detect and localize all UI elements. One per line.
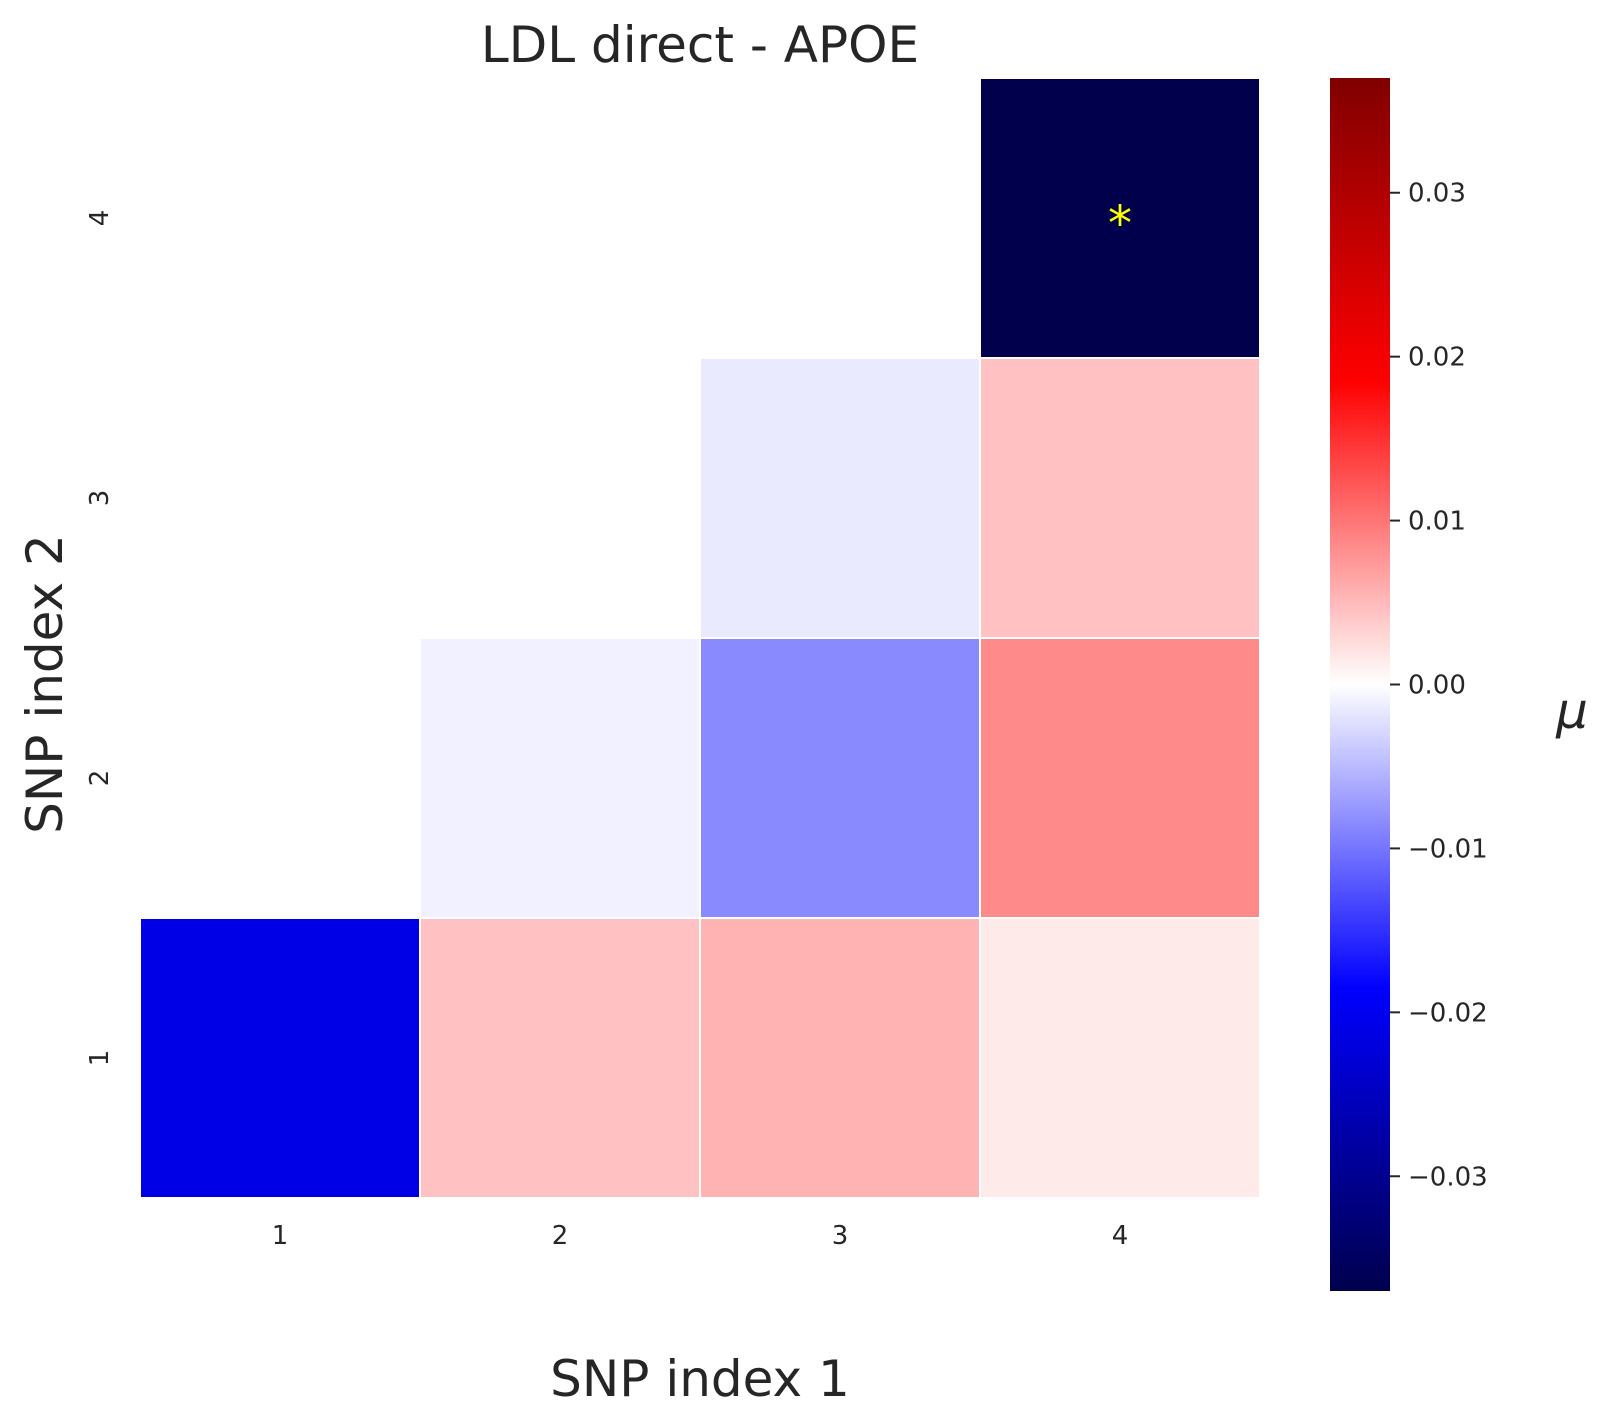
x-tick-label: 4 [1112, 1221, 1129, 1251]
colorbar-ticks: 0.03 0.02 0.01 0.00 −0.01 −0.02 −0.03 [1390, 179, 1488, 1192]
heatmap-cell [419, 637, 701, 919]
colorbar-tick-label: −0.02 [1408, 998, 1488, 1028]
heatmap-cell [139, 917, 421, 1199]
y-tick-labels: 1 2 3 4 [85, 210, 115, 1067]
x-axis-label: SNP index 1 [550, 1350, 850, 1408]
x-tick-labels: 1 2 3 4 [272, 1221, 1129, 1251]
y-tick-label: 4 [85, 210, 115, 227]
cell-annotation: * [1108, 196, 1132, 252]
x-tick-label: 2 [552, 1221, 569, 1251]
colorbar-tick-label: 0.03 [1408, 179, 1466, 209]
chart-title: LDL direct - APOE [481, 16, 919, 74]
heatmap-cell [699, 917, 981, 1199]
heatmap-cell [699, 637, 981, 919]
heatmap-cell [699, 357, 981, 639]
y-tick-label: 1 [85, 1050, 115, 1067]
colorbar [1330, 78, 1390, 1291]
colorbar-tick-label: 0.00 [1408, 671, 1466, 701]
heatmap-cell [419, 917, 701, 1199]
y-tick-label: 2 [85, 770, 115, 787]
heatmap-cell [979, 917, 1261, 1199]
colorbar-tick-label: −0.01 [1408, 834, 1488, 864]
heatmap-cells: * [139, 77, 1261, 1199]
x-tick-label: 3 [832, 1221, 849, 1251]
x-tick-label: 1 [272, 1221, 289, 1251]
colorbar-label: μ [1555, 682, 1588, 740]
heatmap-cell [979, 77, 1261, 359]
heatmap-cell [979, 357, 1261, 639]
heatmap-cell [979, 637, 1261, 919]
colorbar-tick-label: 0.01 [1408, 507, 1466, 537]
colorbar-tick-label: 0.02 [1408, 343, 1466, 373]
colorbar-tick-label: −0.03 [1408, 1162, 1488, 1192]
y-tick-label: 3 [85, 490, 115, 507]
y-axis-label: SNP index 2 [16, 534, 74, 834]
